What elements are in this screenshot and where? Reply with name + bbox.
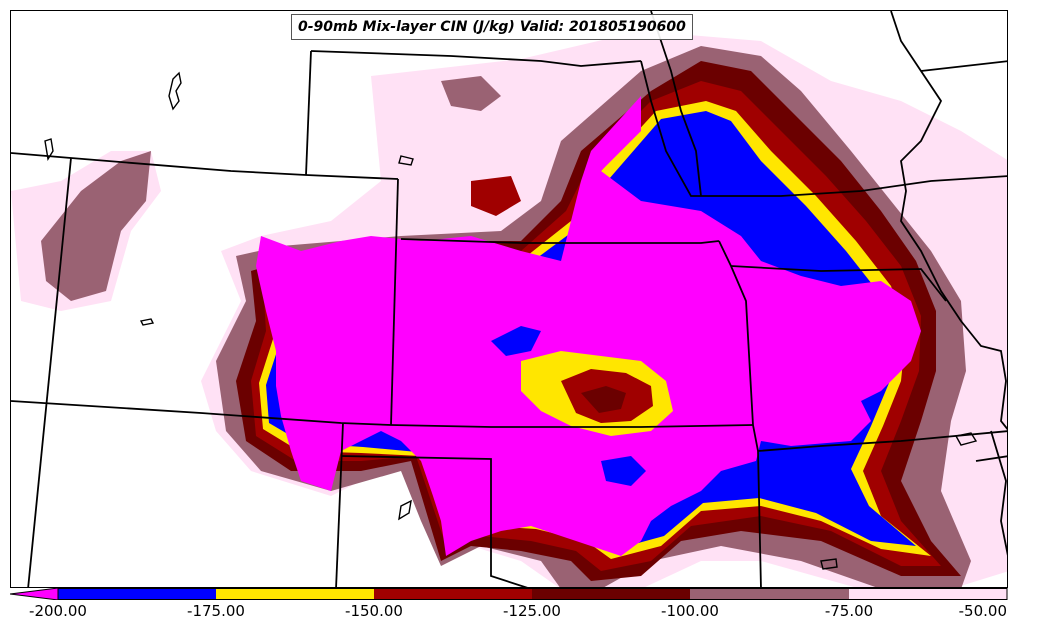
colorbar-outline [57, 588, 1008, 600]
colorbar-segment-light-pink [849, 588, 1007, 600]
colorbar-segment-red [374, 588, 532, 600]
colorbar-extend-triangle [10, 588, 59, 600]
cin-interior-blue-2 [601, 456, 646, 486]
colorbar-segment-blue [58, 588, 216, 600]
cin-north-blob-3 [381, 111, 461, 151]
cin-interior-dark-red [581, 386, 626, 413]
map-canvas [11, 11, 1007, 587]
colorbar-tick-label: -125.00 [503, 602, 561, 620]
colorbar-tick-label: -175.00 [187, 602, 245, 620]
colorbar-tick-label: -50.00 [958, 602, 1007, 620]
colorbar-segment-dark-red [532, 588, 690, 600]
colorbar-tick-label: -75.00 [824, 602, 874, 620]
cin-field [11, 31, 1007, 587]
cin-map [10, 10, 1008, 588]
cin-north-blob [441, 76, 501, 111]
cin-interior-blue [491, 326, 541, 356]
colorbar-tick-label: -100.00 [661, 602, 719, 620]
map-title: 0-90mb Mix-layer CIN (J/kg) Valid: 20180… [291, 14, 693, 40]
cin-north-blob-2 [471, 176, 521, 216]
colorbar [10, 588, 1008, 600]
cin-level-mauve-west [41, 151, 151, 301]
colorbar-segment-yellow [216, 588, 374, 600]
cin-level-magenta [256, 96, 921, 556]
state-boundaries [11, 11, 1007, 587]
colorbar-tick-label: -200.00 [29, 602, 87, 620]
lake-outlines [44, 71, 978, 570]
colorbar-tick-label: -150.00 [345, 602, 403, 620]
colorbar-segment-mauve [690, 588, 849, 600]
